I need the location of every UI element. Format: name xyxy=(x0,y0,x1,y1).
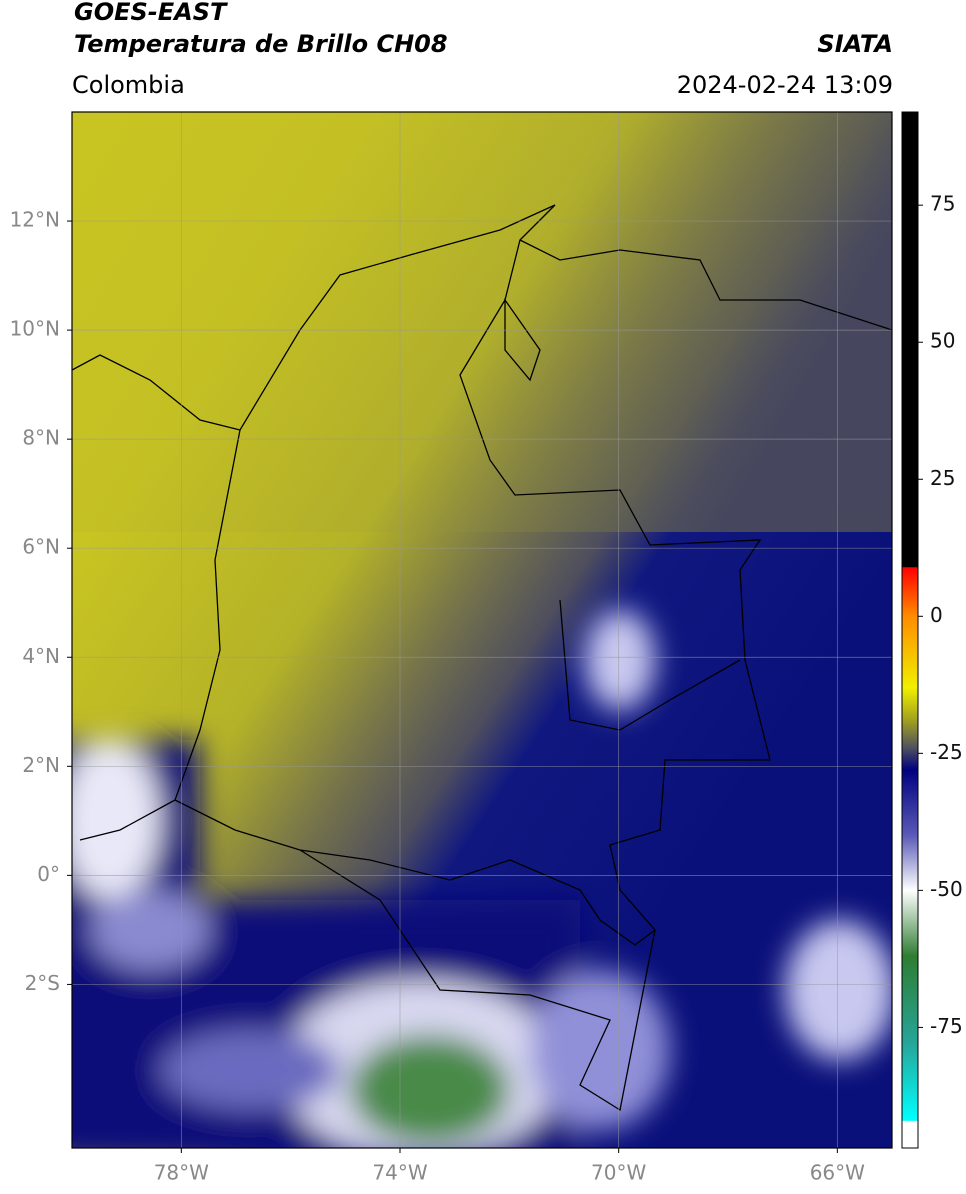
imagery-layer xyxy=(72,112,892,532)
colorbar-tick-label: 75 xyxy=(930,192,955,216)
colorbar: 75 50 25 0 -25 -50 -75 xyxy=(902,112,963,1148)
x-tick-label: 66°W xyxy=(810,1161,865,1185)
source: SIATA xyxy=(817,30,893,58)
y-tick-label: 2°S xyxy=(25,971,60,995)
graticule xyxy=(72,112,892,1148)
datetime: 2024-02-24 13:09 xyxy=(677,71,893,99)
borders xyxy=(72,204,892,1112)
colorbar-tick-label: 0 xyxy=(930,603,943,627)
x-tick-label: 70°W xyxy=(591,1161,646,1185)
y-tick-label: 8°N xyxy=(22,426,60,450)
y-tick-label: 6°N xyxy=(22,535,60,559)
region: Colombia xyxy=(72,71,185,99)
map-frame xyxy=(71,111,893,1149)
y-tick-label: 0° xyxy=(37,862,60,886)
x-tick-label: 78°W xyxy=(154,1161,209,1185)
colorbar-tick-label: -25 xyxy=(930,740,963,764)
colorbar-tick-label: 25 xyxy=(930,466,955,490)
colorbar-tick-label: -75 xyxy=(930,1014,963,1038)
y-tick-label: 4°N xyxy=(22,644,60,668)
colorbar-fill xyxy=(902,112,918,1148)
clouds xyxy=(72,610,892,1148)
x-tick-label: 74°W xyxy=(372,1161,427,1185)
y-tick-label: 12°N xyxy=(10,208,60,232)
title: GOES-EAST xyxy=(74,0,228,26)
y-tick-label: 2°N xyxy=(22,753,60,777)
colorbar-frame xyxy=(901,111,919,1149)
colorbar-tick-label: 50 xyxy=(930,329,955,353)
y-tick-label: 10°N xyxy=(10,317,60,341)
imagery xyxy=(72,112,892,1148)
colorbar-tick-label: -50 xyxy=(930,877,963,901)
subtitle: Temperatura de Brillo CH08 xyxy=(74,30,448,58)
